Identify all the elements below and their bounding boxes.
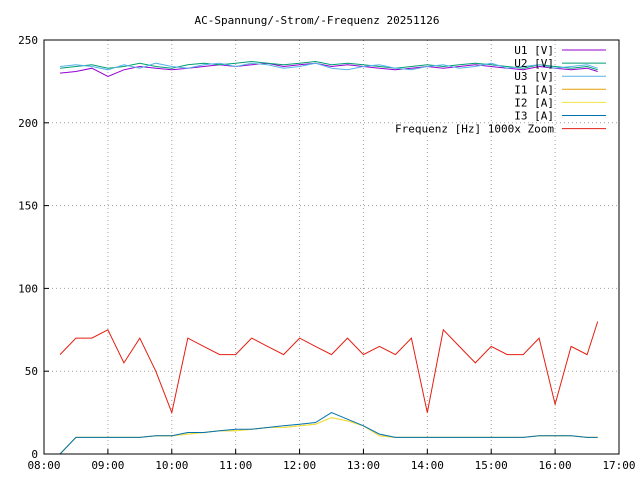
x-tick-label: 08:00	[27, 459, 60, 472]
series-line-3	[59, 417, 598, 455]
legend-label-0: U1 [V]	[514, 44, 554, 57]
series-line-0	[59, 62, 598, 77]
y-tick-label: 200	[18, 117, 38, 130]
series-line-4	[59, 417, 598, 455]
x-tick-label: 17:00	[602, 459, 635, 472]
legend: U1 [V]U2 [V]U3 [V]I1 [A]I2 [A]I3 [A]Freq…	[395, 44, 606, 136]
series-line-6	[59, 321, 599, 415]
series-layer	[59, 60, 599, 455]
y-tick-label: 150	[18, 200, 38, 213]
x-tick-label: 15:00	[475, 459, 508, 472]
x-tick-label: 16:00	[539, 459, 572, 472]
series-line-2	[59, 62, 598, 71]
y-tick-label: 100	[18, 282, 38, 295]
chart-title: AC-Spannung/-Strom/-Frequenz 20251126	[194, 14, 439, 27]
y-tick-label: 50	[25, 365, 38, 378]
x-tick-label: 09:00	[91, 459, 124, 472]
x-axis: 08:00 09:00 10:00 11:00 12:00 13:00 14:00 15:00…	[27, 449, 636, 472]
y-axis: 0 50 100 150 200 250	[18, 34, 49, 461]
grid	[44, 40, 619, 454]
legend-label-1: U2 [V]	[514, 57, 554, 70]
y-tick-label: 250	[18, 34, 38, 47]
x-tick-label: 12:00	[283, 459, 316, 472]
x-tick-label: 13:00	[347, 459, 380, 472]
legend-label-2: U3 [V]	[514, 70, 554, 83]
legend-label-4: I2 [A]	[514, 96, 554, 109]
plot-frame	[43, 39, 620, 455]
legend-label-3: I1 [A]	[514, 83, 554, 96]
y-tick-label: 0	[31, 448, 38, 461]
x-tick-label: 10:00	[155, 459, 188, 472]
x-tick-label: 11:00	[219, 459, 252, 472]
legend-label-6: Frequenz [Hz] 1000x Zoom	[395, 123, 554, 136]
legend-label-5: I3 [A]	[514, 110, 554, 123]
x-tick-label: 14:00	[411, 459, 444, 472]
series-line-1	[59, 60, 598, 71]
series-line-5	[59, 412, 598, 455]
